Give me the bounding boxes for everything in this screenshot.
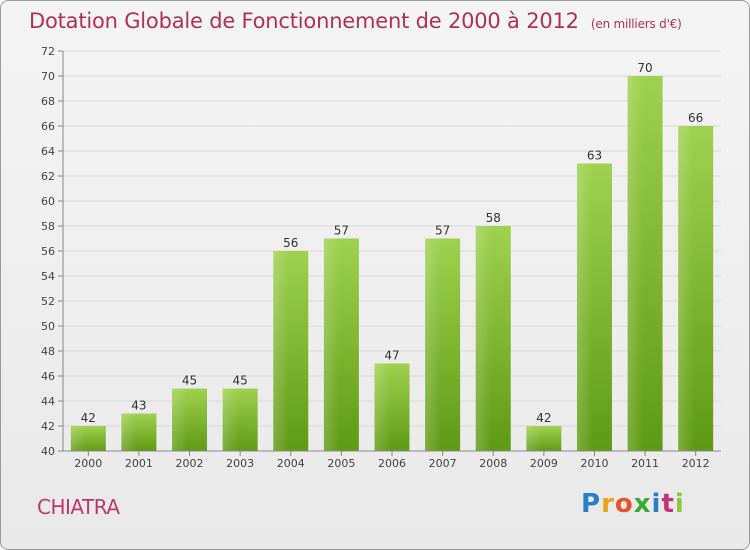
logo-letter-2: o [614,489,634,519]
bar-highlight-2012 [678,126,694,451]
xtick-label-2003: 2003 [226,457,254,470]
bar-highlight-2009 [526,426,543,451]
xtick-label-2000: 2000 [74,457,102,470]
ytick-label-66: 66 [41,120,55,133]
bar-highlight-2007 [425,238,441,451]
xtick-label-2008: 2008 [479,457,507,470]
value-label-2001: 43 [131,399,146,413]
xtick-label-2011: 2011 [631,457,659,470]
ytick-label-56: 56 [41,245,55,258]
value-label-2002: 45 [182,374,197,388]
bar-highlight-2002 [172,388,188,451]
ytick-label-44: 44 [41,395,55,408]
xtick-label-2002: 2002 [176,457,204,470]
ytick-label-62: 62 [41,170,55,183]
xtick-label-2005: 2005 [327,457,355,470]
ytick-label-42: 42 [41,420,55,433]
value-label-2007: 57 [435,224,450,238]
value-label-2006: 47 [384,349,399,363]
value-label-2012: 66 [688,111,703,125]
chart-title: Dotation Globale de Fonctionnement de 20… [29,9,682,33]
value-label-2003: 45 [233,374,248,388]
bar-highlight-2000 [70,426,87,451]
xtick-label-2004: 2004 [277,457,305,470]
ytick-label-52: 52 [41,295,55,308]
chart-subtitle: (en milliers d'€) [590,17,682,31]
logo-letter-6: i [674,489,685,519]
logo-letter-4: i [651,489,662,519]
xtick-label-2001: 2001 [125,457,153,470]
xtick-label-2007: 2007 [429,457,457,470]
bar-highlight-2003 [222,388,239,451]
logo-letter-5: t [661,489,675,519]
ytick-label-64: 64 [41,145,55,158]
xtick-label-2006: 2006 [378,457,406,470]
xtick-label-2009: 2009 [530,457,558,470]
logo-letter-3: x [633,489,652,519]
bar-highlight-2006 [374,363,391,451]
value-label-2008: 58 [486,211,501,225]
value-label-2011: 70 [637,61,652,75]
logo-letter-1: r [601,489,615,519]
ytick-label-72: 72 [41,45,55,58]
ytick-label-70: 70 [41,70,55,83]
value-label-2010: 63 [587,149,602,163]
bar-highlight-2008 [475,226,492,451]
value-label-2005: 57 [334,224,349,238]
commune-name: CHIATRA [37,495,120,519]
ytick-label-54: 54 [41,270,55,283]
value-label-2000: 42 [81,411,96,425]
bar-highlight-2005 [323,238,340,451]
proxiti-logo: Proxiti [581,489,685,519]
bar-highlight-2001 [121,413,138,451]
xtick-label-2010: 2010 [580,457,608,470]
title-text: Dotation Globale de Fonctionnement de 20… [29,9,579,33]
ytick-label-40: 40 [41,445,55,458]
xtick-label-2012: 2012 [682,457,710,470]
bar-highlight-2004 [273,251,290,451]
bar-highlight-2010 [576,163,593,451]
bar-highlight-2011 [627,76,644,451]
ytick-label-68: 68 [41,95,55,108]
ytick-label-58: 58 [41,220,55,233]
value-label-2004: 56 [283,236,298,250]
ytick-label-60: 60 [41,195,55,208]
logo-letter-0: P [581,489,602,519]
ytick-label-48: 48 [41,345,55,358]
value-label-2009: 42 [536,411,551,425]
ytick-label-50: 50 [41,320,55,333]
ytick-label-46: 46 [41,370,55,383]
